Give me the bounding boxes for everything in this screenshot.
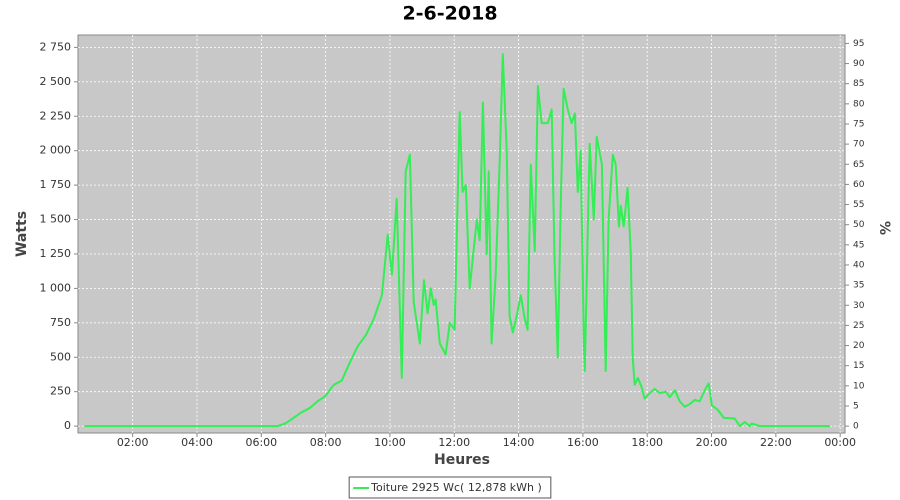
x-tick-label: 18:00 [631,436,663,449]
legend-label: Toiture 2925 Wc( 12,878 kWh ) [370,481,542,494]
y-tick-label: 1 250 [40,247,72,260]
x-tick-label: 10:00 [374,436,406,449]
y2-tick-label: 15 [853,361,864,371]
x-tick-label: 00:00 [824,436,856,449]
x-tick-label: 22:00 [760,436,792,449]
y-axis-label: Watts [14,211,30,257]
x-tick-label: 08:00 [310,436,342,449]
x-tick-label: 02:00 [117,436,149,449]
y-tick-label: 2 500 [40,75,72,88]
y2-tick-label: 75 [853,119,864,129]
y2-tick-label: 30 [853,301,865,311]
y2-tick-label: 85 [853,79,864,89]
y2-tick-label: 50 [853,220,865,230]
y-tick-label: 500 [50,350,71,363]
y-tick-label: 2 000 [40,144,72,157]
y2-tick-label: 55 [853,200,864,210]
y2-tick-label: 40 [853,260,865,270]
y2-tick-label: 95 [853,39,864,49]
y-tick-label: 1 000 [40,281,72,294]
plot-area [77,34,846,434]
x-tick-label: 12:00 [438,436,470,449]
y-tick-label: 1 500 [40,213,72,226]
y2-tick-label: 70 [853,140,865,150]
y-tick-label: 1 750 [40,178,72,191]
chart-title: 2-6-2018 [402,3,497,25]
y2-tick-label: 10 [853,381,865,391]
y2-tick-label: 5 [853,401,859,411]
y2-tick-label: 80 [853,99,865,109]
y-tick-label: 2 250 [40,109,72,122]
legend-box [348,476,552,499]
x-tick-label: 14:00 [503,436,535,449]
x-tick-label: 16:00 [567,436,599,449]
series-line [84,53,830,428]
y-tick-label: 250 [50,385,71,398]
y-tick-label: 750 [50,316,71,329]
x-axis-label: Heures [434,452,490,468]
y-tick-label: 0 [64,419,71,432]
x-tick-label: 04:00 [181,436,213,449]
y2-tick-label: 65 [853,160,864,170]
y2-tick-label: 25 [853,321,864,331]
y2-tick-label: 0 [853,422,859,432]
y2-tick-label: 60 [853,180,865,190]
y2-tick-label: 20 [853,341,865,351]
y2-tick-label: 90 [853,59,865,69]
y2-tick-label: 45 [853,240,864,250]
y-tick-label: 2 750 [40,40,72,53]
y2-tick-label: 35 [853,281,864,291]
x-tick-label: 06:00 [245,436,277,449]
y2-axis-label: % [876,221,892,235]
x-tick-label: 20:00 [696,436,728,449]
